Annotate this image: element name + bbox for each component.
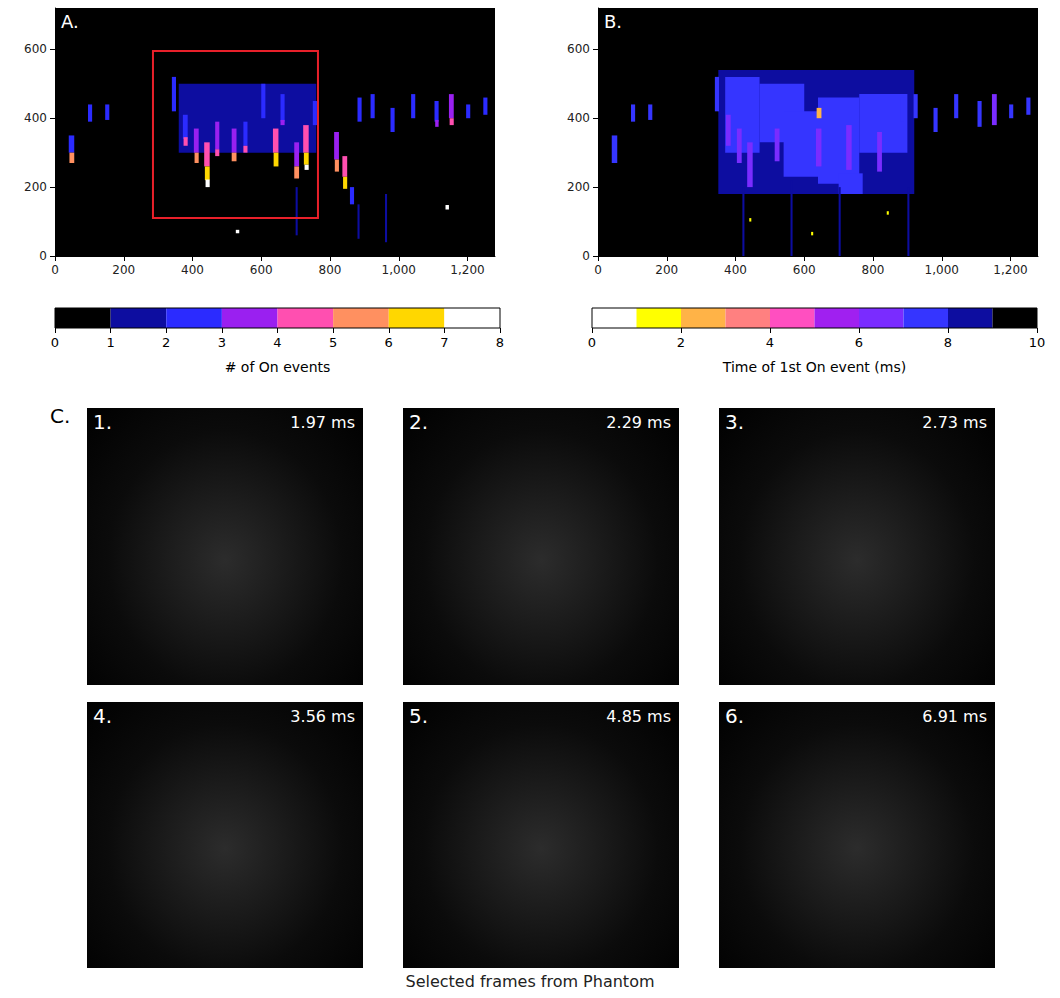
html-text:C.: C. <box>50 404 71 428</box>
svg-text:Time of 1st On event (ms): Time of 1st On event (ms) <box>722 359 906 375</box>
svg-text:200: 200 <box>567 180 590 194</box>
svg-text:7: 7 <box>440 335 448 350</box>
html-text:5.: 5. <box>409 704 429 728</box>
svg-text:800: 800 <box>862 263 885 277</box>
svg-text:10: 10 <box>1029 335 1046 350</box>
html-text:2.: 2. <box>409 410 429 434</box>
svg-text:1,200: 1,200 <box>450 263 484 277</box>
svg-text:0: 0 <box>39 249 47 263</box>
svg-text:400: 400 <box>567 111 590 125</box>
html-text:3.56 ms: 3.56 ms <box>290 707 355 726</box>
svg-text:200: 200 <box>655 263 678 277</box>
html-text:6.: 6. <box>725 704 745 728</box>
svg-text:5: 5 <box>329 335 337 350</box>
svg-text:0: 0 <box>51 263 59 277</box>
svg-text:# of On events: # of On events <box>225 359 331 375</box>
html-text:4.: 4. <box>93 704 113 728</box>
svg-text:0: 0 <box>588 335 596 350</box>
svg-text:800: 800 <box>319 263 342 277</box>
svg-text:400: 400 <box>24 111 47 125</box>
html-text:1.: 1. <box>93 410 113 434</box>
html-text:2.29 ms: 2.29 ms <box>606 413 671 432</box>
svg-text:0: 0 <box>594 263 602 277</box>
html-text:4.85 ms: 4.85 ms <box>606 707 671 726</box>
html-text:3.: 3. <box>725 410 745 434</box>
svg-text:0: 0 <box>582 249 590 263</box>
svg-text:200: 200 <box>24 180 47 194</box>
svg-text:8: 8 <box>944 335 952 350</box>
svg-text:1,000: 1,000 <box>382 263 416 277</box>
svg-text:400: 400 <box>181 263 204 277</box>
svg-text:1,000: 1,000 <box>925 263 959 277</box>
svg-text:B.: B. <box>604 11 622 32</box>
svg-text:3: 3 <box>218 335 226 350</box>
svg-text:600: 600 <box>567 42 590 56</box>
html-text:1.97 ms: 1.97 ms <box>290 413 355 432</box>
html-text:2.73 ms: 2.73 ms <box>922 413 987 432</box>
svg-text:4: 4 <box>273 335 281 350</box>
svg-text:600: 600 <box>793 263 816 277</box>
svg-text:400: 400 <box>724 263 747 277</box>
svg-text:1: 1 <box>106 335 114 350</box>
svg-text:2: 2 <box>162 335 170 350</box>
svg-text:6: 6 <box>855 335 863 350</box>
svg-text:200: 200 <box>112 263 135 277</box>
svg-text:A.: A. <box>61 11 79 32</box>
svg-text:0: 0 <box>51 335 59 350</box>
svg-text:600: 600 <box>250 263 273 277</box>
html-text:6.91 ms: 6.91 ms <box>922 707 987 726</box>
html-text:Selected frames from Phantom: Selected frames from Phantom <box>405 972 655 991</box>
svg-text:8: 8 <box>496 335 504 350</box>
svg-text:6: 6 <box>385 335 393 350</box>
svg-text:600: 600 <box>24 42 47 56</box>
svg-text:4: 4 <box>766 335 774 350</box>
svg-text:1,200: 1,200 <box>993 263 1027 277</box>
svg-text:2: 2 <box>677 335 685 350</box>
